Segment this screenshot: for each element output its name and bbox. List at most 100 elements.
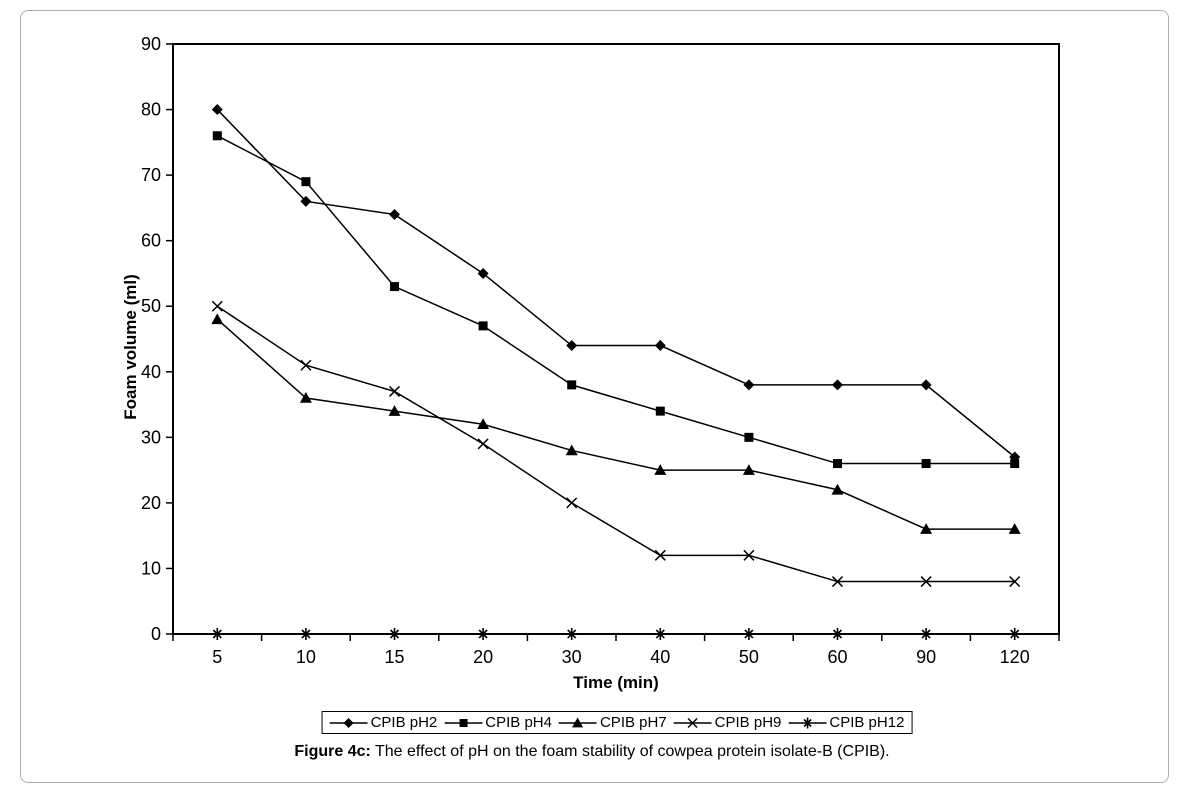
triangle-marker-icon	[299, 392, 312, 403]
y-tick-label: 30	[141, 427, 161, 447]
square-marker-icon	[301, 177, 311, 187]
square-marker-icon	[921, 459, 931, 469]
asterisk-marker-icon	[212, 628, 222, 640]
figure-panel	[20, 10, 1169, 783]
y-tick-label: 20	[141, 493, 161, 513]
asterisk-marker-icon	[921, 628, 931, 640]
square-marker-icon	[459, 718, 468, 727]
legend-key-cpib-ph2	[329, 717, 368, 728]
asterisk-marker-icon	[301, 628, 311, 640]
series-line-cpib-ph2	[216, 109, 1016, 458]
square-marker-icon	[390, 282, 399, 292]
asterisk-marker-icon	[803, 717, 812, 728]
asterisk-marker-icon	[567, 628, 577, 640]
x-marker-icon	[566, 497, 578, 509]
series-line-cpib-ph7	[216, 318, 1015, 530]
legend-key-cpib-ph12	[788, 717, 827, 728]
legend-label: CPIB pH2	[370, 714, 438, 731]
legend-item-cpib-ph9: CPIB pH9	[673, 714, 782, 731]
legend-key-cpib-ph4	[444, 718, 483, 727]
legend-label: CPIB pH12	[829, 714, 905, 731]
diamond-marker-icon	[477, 267, 489, 279]
triangle-marker-icon	[477, 418, 490, 430]
figure-caption-text: The effect of pH on the foam stability o…	[370, 743, 890, 760]
x-marker-icon	[687, 717, 698, 728]
x-tick-label: 30	[562, 647, 582, 667]
square-marker-icon	[478, 321, 488, 331]
x-tick-label: 50	[739, 647, 759, 667]
diamond-marker-icon	[389, 208, 400, 220]
diamond-marker-icon	[300, 195, 312, 207]
triangle-marker-icon	[1008, 523, 1021, 534]
y-tick-label: 40	[141, 362, 161, 382]
x-tick-label: 15	[384, 647, 404, 667]
square-marker-icon	[212, 131, 222, 141]
x-marker-icon	[211, 300, 223, 312]
diamond-marker-icon	[566, 340, 578, 352]
square-marker-icon	[744, 432, 754, 442]
diamond-marker-icon	[343, 717, 354, 728]
figure-caption: Figure 4c: The effect of pH on the foam …	[294, 743, 889, 761]
asterisk-marker-icon	[478, 628, 488, 640]
triangle-marker-icon	[654, 464, 667, 475]
asterisk-marker-icon	[389, 628, 400, 640]
x-marker-icon	[831, 576, 844, 588]
diamond-marker-icon	[832, 379, 843, 391]
triangle-marker-icon	[565, 444, 578, 456]
series-line-cpib-ph9	[216, 305, 1015, 583]
x-marker-icon	[743, 549, 755, 561]
series-line-cpib-ph4	[216, 135, 1015, 465]
triangle-marker-icon	[211, 313, 224, 325]
diamond-marker-icon	[211, 104, 223, 116]
chart-legend: CPIB pH2 CPIB pH4 CPIB pH7 CPIB pH9 CPIB pH1…	[321, 711, 913, 734]
square-marker-icon	[655, 406, 665, 416]
x-tick-label: 5	[212, 647, 222, 667]
diamond-marker-icon	[743, 379, 755, 391]
asterisk-marker-icon	[655, 628, 665, 640]
asterisk-marker-icon	[832, 628, 843, 640]
y-axis-title: Foam volume (ml)	[121, 274, 140, 420]
y-tick-label: 90	[141, 34, 161, 54]
legend-item-cpib-ph2: CPIB pH2	[329, 714, 438, 731]
diamond-marker-icon	[654, 340, 666, 352]
y-tick-label: 70	[141, 165, 161, 185]
triangle-marker-icon	[920, 523, 933, 534]
asterisk-marker-icon	[1010, 628, 1020, 640]
asterisk-marker-icon	[744, 628, 754, 640]
y-tick-label: 60	[141, 231, 161, 251]
x-tick-label: 40	[650, 647, 670, 667]
x-marker-icon	[300, 359, 312, 371]
legend-label: CPIB pH4	[485, 714, 552, 731]
y-tick-label: 0	[151, 624, 161, 644]
triangle-marker-icon	[388, 405, 401, 416]
square-marker-icon	[833, 459, 842, 469]
triangle-marker-icon	[831, 483, 844, 495]
triangle-marker-icon	[742, 464, 755, 475]
x-tick-label: 10	[296, 647, 316, 667]
x-marker-icon	[388, 385, 401, 397]
y-tick-label: 50	[141, 296, 161, 316]
x-marker-icon	[477, 438, 489, 450]
x-marker-icon	[654, 549, 666, 561]
triangle-marker-icon	[572, 717, 584, 727]
x-tick-label: 120	[1000, 647, 1030, 667]
legend-item-cpib-ph12: CPIB pH12	[788, 714, 904, 731]
square-marker-icon	[567, 380, 577, 390]
x-marker-icon	[1009, 576, 1021, 588]
figure-caption-label: Figure 4c:	[294, 743, 371, 760]
legend-label: CPIB pH7	[599, 714, 667, 731]
diamond-marker-icon	[920, 379, 932, 391]
legend-item-cpib-ph4: CPIB pH4	[444, 714, 552, 731]
legend-key-cpib-ph7	[558, 717, 597, 727]
legend-label: CPIB pH9	[714, 714, 782, 731]
x-axis-title: Time (min)	[573, 673, 659, 692]
x-marker-icon	[920, 576, 932, 588]
legend-item-cpib-ph7: CPIB pH7	[558, 714, 667, 731]
legend-key-cpib-ph9	[673, 717, 712, 728]
x-tick-label: 60	[827, 647, 847, 667]
y-tick-label: 80	[141, 100, 161, 120]
plot-frame	[172, 43, 1060, 635]
x-tick-label: 90	[916, 647, 936, 667]
y-tick-label: 10	[141, 558, 161, 578]
